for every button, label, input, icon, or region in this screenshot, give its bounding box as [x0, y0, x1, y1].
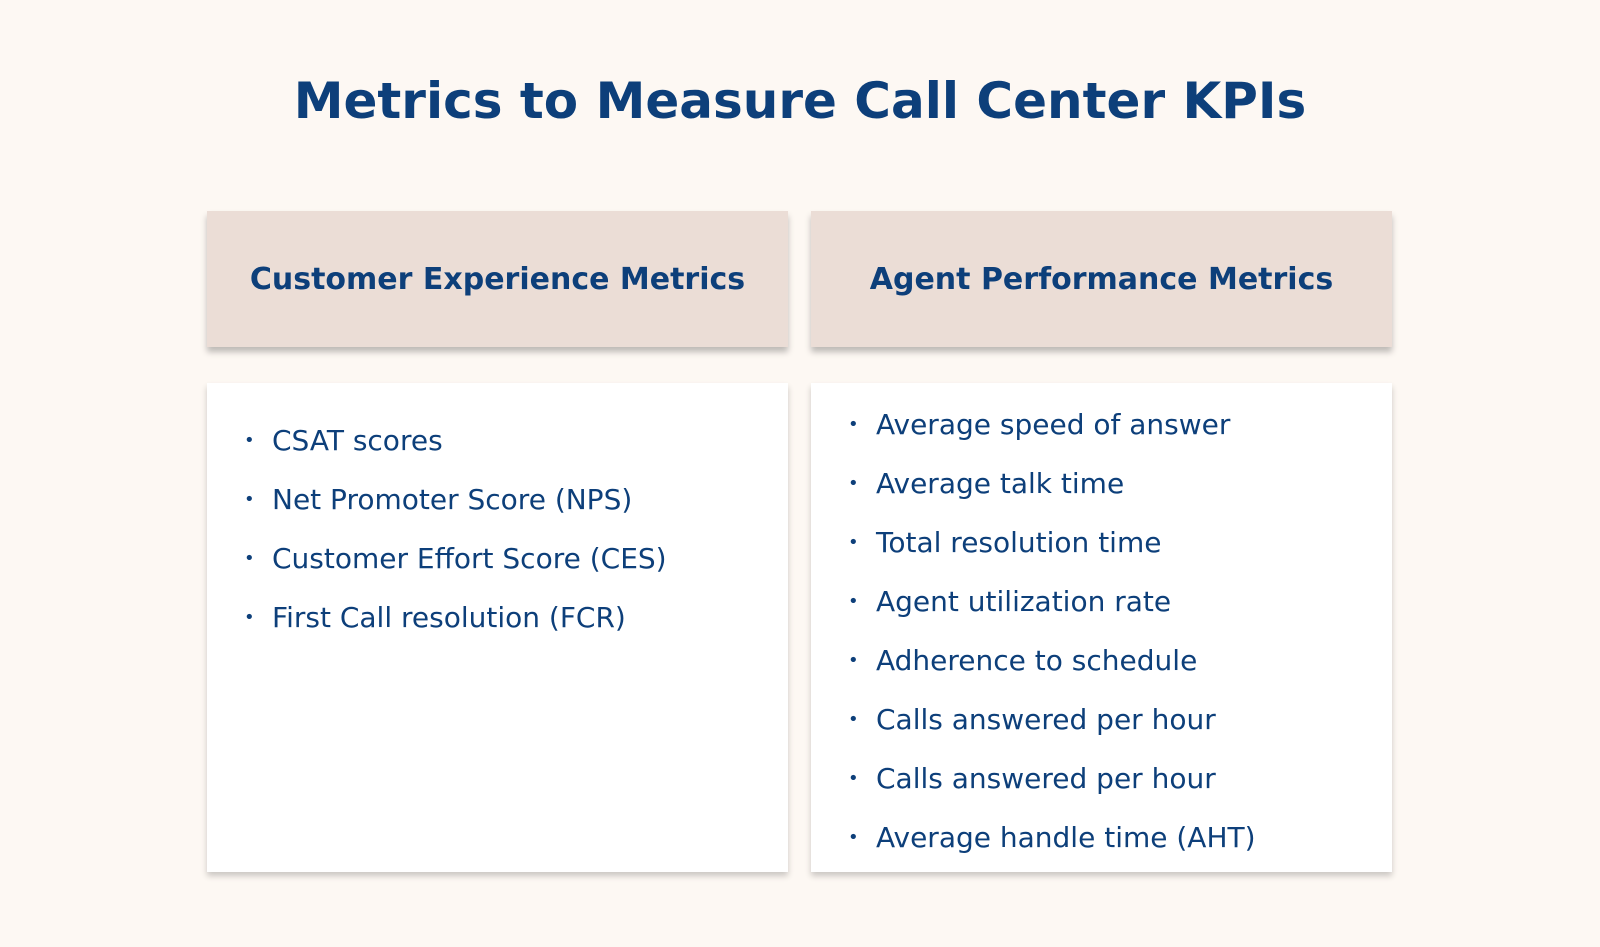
metric-item: Calls answered per hour: [848, 749, 1392, 808]
column-heading: Customer Experience Metrics: [207, 211, 788, 347]
metric-item: Total resolution time: [848, 513, 1392, 572]
metric-list: CSAT scoresNet Promoter Score (NPS)Custo…: [207, 383, 788, 647]
column-heading: Agent Performance Metrics: [811, 211, 1392, 347]
metric-item: Net Promoter Score (NPS): [244, 470, 788, 529]
column-box: Average speed of answerAverage talk time…: [811, 383, 1392, 872]
metric-item: Customer Effort Score (CES): [244, 529, 788, 588]
column-box: CSAT scoresNet Promoter Score (NPS)Custo…: [207, 383, 788, 872]
metric-list: Average speed of answerAverage talk time…: [811, 383, 1392, 867]
metric-item: Calls answered per hour: [848, 690, 1392, 749]
metric-item: Average talk time: [848, 454, 1392, 513]
metric-item: Adherence to schedule: [848, 631, 1392, 690]
page-title: Metrics to Measure Call Center KPIs: [293, 72, 1307, 130]
metric-item: CSAT scores: [244, 411, 788, 470]
metric-item: First Call resolution (FCR): [244, 588, 788, 647]
metric-item: Average speed of answer: [848, 395, 1392, 454]
metric-item: Agent utilization rate: [848, 572, 1392, 631]
metric-item: Average handle time (AHT): [848, 808, 1392, 867]
